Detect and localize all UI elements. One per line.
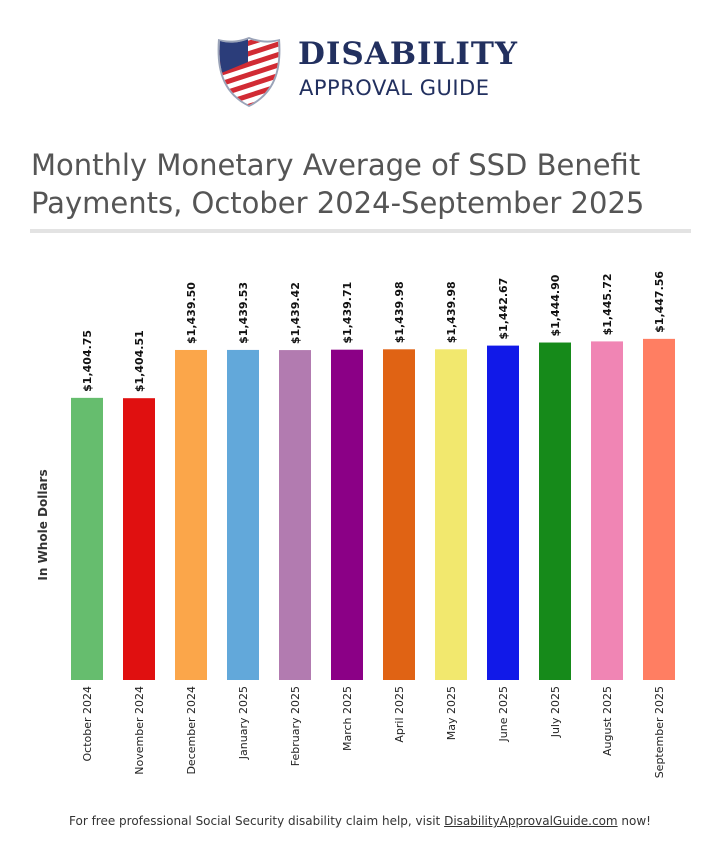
data-label: $1,439.50 — [185, 282, 198, 344]
x-tick-label: September 2025 — [653, 686, 666, 778]
footer: For free professional Social Security di… — [0, 814, 720, 828]
data-label: $1,404.51 — [133, 330, 146, 392]
bar — [331, 349, 363, 680]
bar — [279, 350, 311, 680]
x-tick-label: January 2025 — [237, 686, 250, 760]
bar-chart: In Whole Dollars $1,404.75 October 2024 $1… — [36, 271, 675, 778]
data-label: $1,445.72 — [601, 273, 614, 335]
logo-line1: DISABILITY — [298, 36, 519, 72]
footer-text: For free professional Social Security di… — [69, 814, 445, 828]
bar — [643, 338, 675, 680]
bar — [435, 349, 467, 680]
x-tick-label: November 2024 — [133, 686, 146, 775]
x-tick-label: May 2025 — [445, 686, 458, 740]
footer-link[interactable]: DisabilityApprovalGuide.com — [444, 814, 618, 828]
bar — [487, 345, 519, 680]
logo-line2: APPROVAL GUIDE — [299, 76, 490, 100]
bar — [123, 398, 155, 680]
x-tick-label: June 2025 — [497, 686, 510, 742]
x-tick-label: April 2025 — [393, 686, 406, 743]
data-label: $1,439.98 — [445, 281, 458, 343]
data-label: $1,442.67 — [497, 278, 510, 340]
x-tick-label: December 2024 — [185, 686, 198, 775]
footer-suffix: now! — [617, 814, 651, 828]
bar — [71, 397, 103, 680]
data-label: $1,439.71 — [341, 282, 354, 344]
data-label: $1,439.42 — [289, 282, 302, 344]
bar — [383, 349, 415, 680]
bar — [539, 342, 571, 680]
title-divider — [30, 229, 691, 233]
data-label: $1,444.90 — [549, 274, 562, 336]
bar — [591, 341, 623, 680]
data-label: $1,439.53 — [237, 282, 250, 344]
x-tick-label: February 2025 — [289, 686, 302, 766]
x-tick-label: July 2025 — [549, 686, 562, 738]
data-label: $1,447.56 — [653, 271, 666, 333]
bar — [175, 349, 207, 680]
bar — [227, 349, 259, 680]
y-axis-label: In Whole Dollars — [36, 469, 50, 580]
logo: DISABILITY APPROVAL GUIDE — [214, 36, 517, 108]
x-tick-label: October 2024 — [81, 686, 94, 762]
us-flag-shield-icon — [217, 37, 281, 107]
chart-title: Monthly Monetary Average of SSD Benefit … — [31, 148, 645, 220]
data-label: $1,439.98 — [393, 281, 406, 343]
x-tick-label: March 2025 — [341, 686, 354, 751]
data-label: $1,404.75 — [81, 330, 94, 392]
x-tick-label: August 2025 — [601, 686, 614, 756]
